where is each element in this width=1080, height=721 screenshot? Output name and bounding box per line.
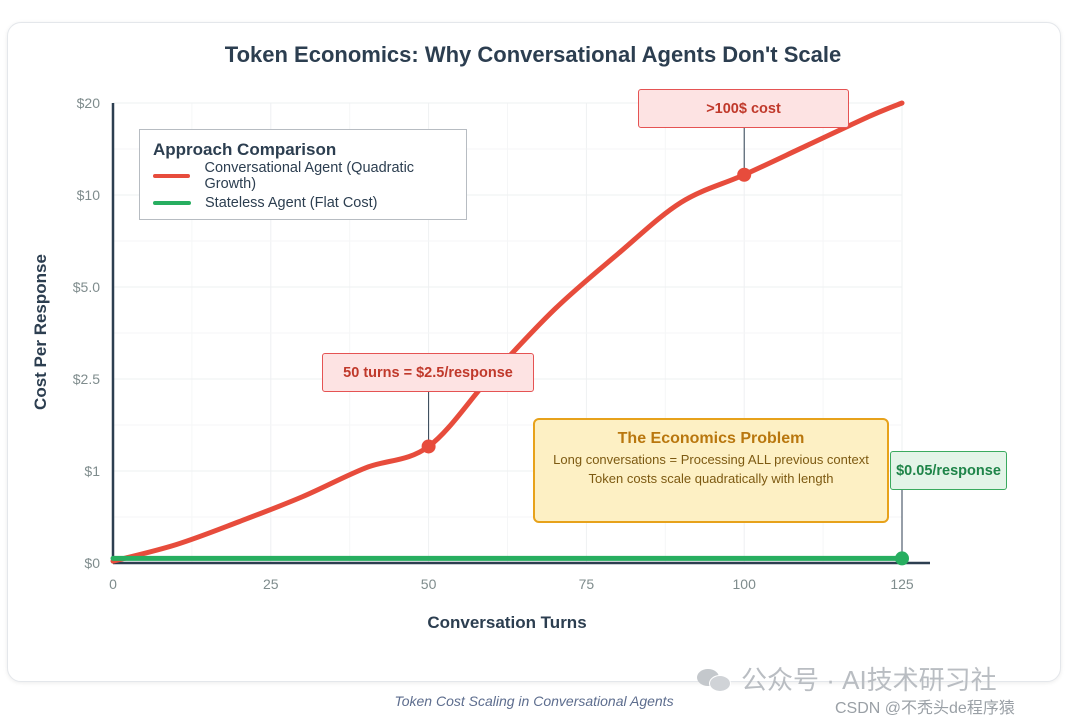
- figure-caption: Token Cost Scaling in Conversational Age…: [394, 693, 674, 709]
- y-tick-label: $2.5: [73, 371, 100, 387]
- economics-info-box: The Economics Problem Long conversations…: [533, 418, 889, 523]
- y-tick-label: $10: [77, 187, 101, 203]
- info-box-line: Token costs scale quadratically with len…: [588, 471, 834, 486]
- csdn-watermark: CSDN @不秃头de程序猿: [835, 700, 1015, 717]
- x-tick-label: 100: [733, 576, 757, 592]
- annotation-stateless-cost: $0.05/response: [890, 451, 1007, 490]
- y-axis-label: Cost Per Response: [31, 254, 50, 410]
- y-tick-label: $5.0: [73, 279, 100, 295]
- x-tick-label: 75: [579, 576, 595, 592]
- data-marker: [895, 551, 909, 566]
- y-tick-label: $20: [77, 95, 101, 111]
- info-box-line: Long conversations = Processing ALL prev…: [553, 452, 869, 467]
- x-tick-label: 25: [263, 576, 279, 592]
- axes: [111, 103, 930, 565]
- legend-title: Approach Comparison: [153, 140, 337, 159]
- annotation-50-turns: 50 turns = $2.5/response: [322, 353, 534, 392]
- annotation-leaders: [428, 128, 903, 559]
- x-axis-label: Conversation Turns: [427, 613, 586, 632]
- y-tick-label: $0: [84, 555, 100, 571]
- legend-swatch-green: [153, 201, 191, 205]
- legend-label: Conversational Agent (Quadratic Growth): [204, 160, 415, 192]
- chart-title: Token Economics: Why Conversational Agen…: [224, 42, 842, 67]
- legend-item-stateless: Stateless Agent (Flat Cost): [153, 193, 377, 213]
- legend-label: Stateless Agent (Flat Cost): [205, 195, 378, 211]
- x-tick-label: 50: [421, 576, 437, 592]
- annotation-100-cost: >100$ cost: [638, 89, 849, 128]
- wechat-watermark-text: 公众号 · AI技术研习社: [741, 665, 997, 695]
- series-lines: [110, 100, 905, 564]
- wechat-icon: [697, 667, 731, 692]
- tick-labels: 0 25 50 75 100 125 $0 $1 $2.5 $5.0 $10 $20: [73, 95, 914, 592]
- legend: Approach Comparison Conversational Agent…: [139, 129, 467, 220]
- info-box-title: The Economics Problem: [617, 430, 805, 447]
- legend-swatch-red: [153, 174, 191, 178]
- x-tick-label: 125: [890, 576, 914, 592]
- x-tick-label: 0: [109, 576, 117, 592]
- y-tick-label: $1: [84, 463, 100, 479]
- data-marker: [421, 439, 436, 454]
- wechat-watermark: 公众号 · AI技术研习社: [697, 660, 997, 697]
- series-line-0: [110, 100, 905, 564]
- series-markers: [421, 167, 909, 566]
- data-marker: [737, 167, 752, 182]
- legend-item-conversational: Conversational Agent (Quadratic Growth): [153, 160, 466, 192]
